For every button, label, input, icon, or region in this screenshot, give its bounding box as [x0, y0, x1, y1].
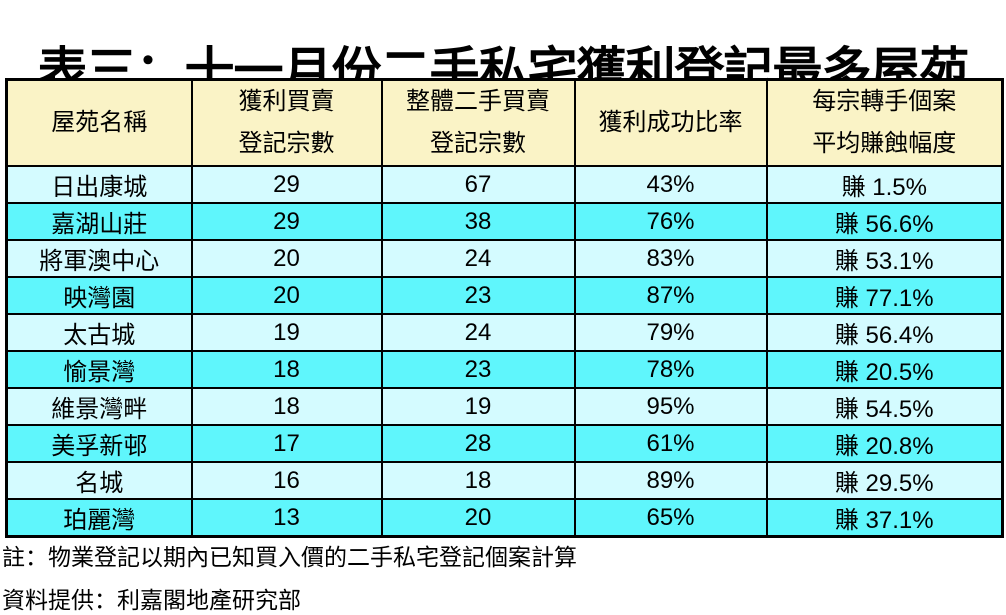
cell-total-registrations: 67: [380, 165, 576, 204]
cell-estate-name: 嘉湖山莊: [5, 202, 193, 241]
cell-total-registrations: 19: [380, 387, 576, 426]
table-row: 名城 16 18 89% 賺 29.5%: [5, 461, 1004, 500]
cell-success-rate: 65%: [573, 498, 768, 538]
note-calculation: 註：物業登記以期內已知買入價的二手私宅登記個案計算: [2, 545, 577, 570]
cell-avg-change: 賺 29.5%: [765, 461, 1004, 500]
header-total-registrations: 整體二手買賣 登記宗數: [380, 78, 576, 167]
cell-profit-registrations: 20: [190, 276, 383, 315]
cell-estate-name: 將軍澳中心: [5, 239, 193, 278]
header-success-rate: 獲利成功比率: [573, 78, 768, 167]
cell-success-rate: 43%: [573, 165, 768, 204]
cell-total-registrations: 24: [380, 239, 576, 278]
table-row: 映灣園 20 23 87% 賺 77.1%: [5, 276, 1004, 315]
header-profit-registrations: 獲利買賣 登記宗數: [190, 78, 383, 167]
cell-profit-registrations: 29: [190, 165, 383, 204]
cell-success-rate: 76%: [573, 202, 768, 241]
cell-avg-change: 賺 1.5%: [765, 165, 1004, 204]
cell-total-registrations: 38: [380, 202, 576, 241]
cell-avg-change: 賺 56.4%: [765, 313, 1004, 352]
cell-estate-name: 美孚新邨: [5, 424, 193, 463]
cell-total-registrations: 20: [380, 498, 576, 538]
cell-avg-change: 賺 54.5%: [765, 387, 1004, 426]
cell-estate-name: 太古城: [5, 313, 193, 352]
cell-success-rate: 89%: [573, 461, 768, 500]
cell-estate-name: 珀麗灣: [5, 498, 193, 538]
table-row: 太古城 19 24 79% 賺 56.4%: [5, 313, 1004, 352]
cell-total-registrations: 28: [380, 424, 576, 463]
cell-profit-registrations: 17: [190, 424, 383, 463]
cell-success-rate: 61%: [573, 424, 768, 463]
cell-avg-change: 賺 56.6%: [765, 202, 1004, 241]
cell-total-registrations: 23: [380, 276, 576, 315]
cell-profit-registrations: 19: [190, 313, 383, 352]
cell-profit-registrations: 18: [190, 387, 383, 426]
cell-avg-change: 賺 53.1%: [765, 239, 1004, 278]
header-avg-change: 每宗轉手個案 平均賺蝕幅度: [765, 78, 1004, 167]
cell-avg-change: 賺 37.1%: [765, 498, 1004, 538]
cell-avg-change: 賺 20.5%: [765, 350, 1004, 389]
cell-success-rate: 79%: [573, 313, 768, 352]
cell-profit-registrations: 16: [190, 461, 383, 500]
cell-profit-registrations: 13: [190, 498, 383, 538]
cell-estate-name: 維景灣畔: [5, 387, 193, 426]
cell-estate-name: 名城: [5, 461, 193, 500]
note-source: 資料提供：利嘉閣地產研究部: [2, 588, 301, 613]
cell-profit-registrations: 29: [190, 202, 383, 241]
table-row: 美孚新邨 17 28 61% 賺 20.8%: [5, 424, 1004, 463]
table-row: 維景灣畔 18 19 95% 賺 54.5%: [5, 387, 1004, 426]
cell-total-registrations: 24: [380, 313, 576, 352]
table-row: 珀麗灣 13 20 65% 賺 37.1%: [5, 498, 1004, 538]
cell-estate-name: 愉景灣: [5, 350, 193, 389]
cell-profit-registrations: 20: [190, 239, 383, 278]
cell-estate-name: 映灣園: [5, 276, 193, 315]
cell-total-registrations: 23: [380, 350, 576, 389]
cell-success-rate: 78%: [573, 350, 768, 389]
header-row: 屋苑名稱 獲利買賣 登記宗數 整體二手買賣 登記宗數 獲利成功比率 每宗轉手個案…: [5, 78, 1004, 167]
cell-avg-change: 賺 77.1%: [765, 276, 1004, 315]
cell-success-rate: 83%: [573, 239, 768, 278]
cell-estate-name: 日出康城: [5, 165, 193, 204]
header-estate-name: 屋苑名稱: [5, 78, 193, 167]
table-row: 愉景灣 18 23 78% 賺 20.5%: [5, 350, 1004, 389]
table-row: 日出康城 29 67 43% 賺 1.5%: [5, 165, 1004, 204]
estates-table: 屋苑名稱 獲利買賣 登記宗數 整體二手買賣 登記宗數 獲利成功比率 每宗轉手個案…: [5, 78, 1004, 538]
cell-total-registrations: 18: [380, 461, 576, 500]
table-row: 嘉湖山莊 29 38 76% 賺 56.6%: [5, 202, 1004, 241]
cell-profit-registrations: 18: [190, 350, 383, 389]
cell-success-rate: 95%: [573, 387, 768, 426]
table-row: 將軍澳中心 20 24 83% 賺 53.1%: [5, 239, 1004, 278]
cell-success-rate: 87%: [573, 276, 768, 315]
cell-avg-change: 賺 20.8%: [765, 424, 1004, 463]
